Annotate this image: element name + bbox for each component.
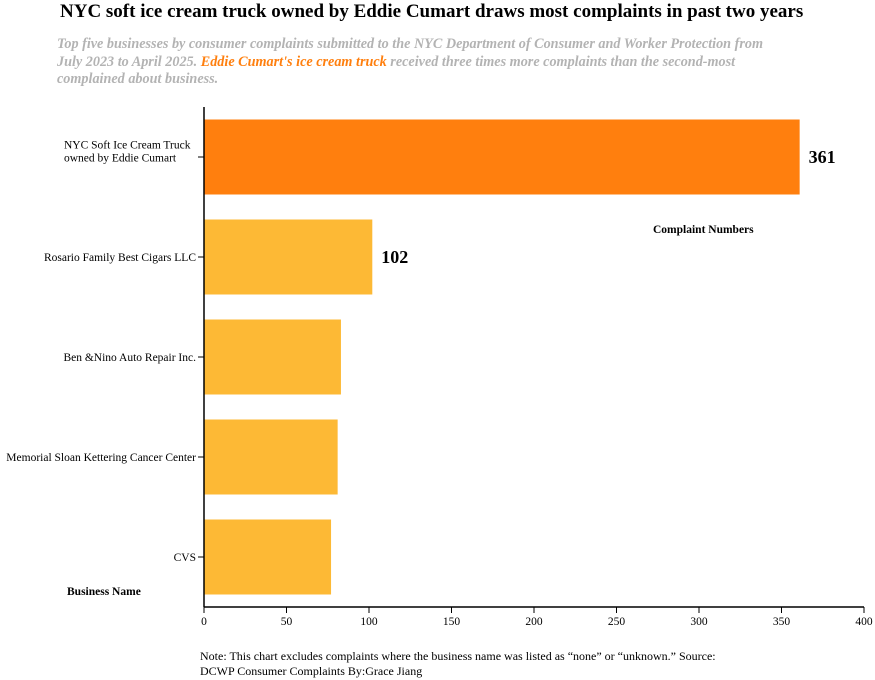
bar	[204, 419, 338, 495]
x-axis-title: Complaint Numbers	[653, 224, 754, 236]
data-label: 361	[809, 147, 836, 167]
bar	[204, 519, 332, 595]
subtitle-highlight: Eddie Cumart's ice cream truck	[200, 53, 387, 70]
category-label: Memorial Sloan Kettering Cancer Center	[6, 452, 196, 464]
x-tick-label: 250	[608, 616, 626, 628]
footnote: Note: This chart excludes complaints whe…	[200, 649, 716, 678]
x-axis: 0 50 100 150 200 250 300 350 400	[201, 606, 873, 628]
x-tick-label: 100	[360, 616, 378, 628]
y-axis-title: Business Name	[67, 586, 141, 598]
data-label: 102	[381, 247, 408, 267]
x-tick-label: 300	[690, 616, 708, 628]
x-tick-label: 200	[525, 616, 543, 628]
chart-title: NYC soft ice cream truck owned by Eddie …	[60, 1, 804, 22]
category-label: Ben &Nino Auto Repair Inc.	[63, 352, 196, 364]
category-label: Rosario Family Best Cigars LLC	[44, 252, 196, 264]
y-axis: NYC Soft Ice Cream Truck owned by Eddie C…	[6, 107, 205, 607]
bar	[204, 219, 373, 295]
subtitle-text-start: Top five businesses by consumer complain…	[57, 36, 763, 70]
x-tick-label: 350	[773, 616, 791, 628]
x-tick-label: 150	[443, 616, 461, 628]
bar	[204, 319, 341, 395]
category-label: CVS	[174, 552, 196, 564]
x-tick-label: 0	[201, 616, 207, 628]
subtitle-text-end: received three times more complaints tha…	[57, 53, 736, 88]
x-tick-label: 50	[281, 616, 293, 628]
chart-subtitle: Top five businesses by consumer complain…	[57, 36, 787, 89]
x-tick-label: 400	[855, 616, 873, 628]
category-label: NYC Soft Ice Cream Truck owned by Eddie C…	[64, 140, 191, 165]
bars-group: 361 102	[204, 119, 836, 595]
bar	[204, 119, 800, 195]
